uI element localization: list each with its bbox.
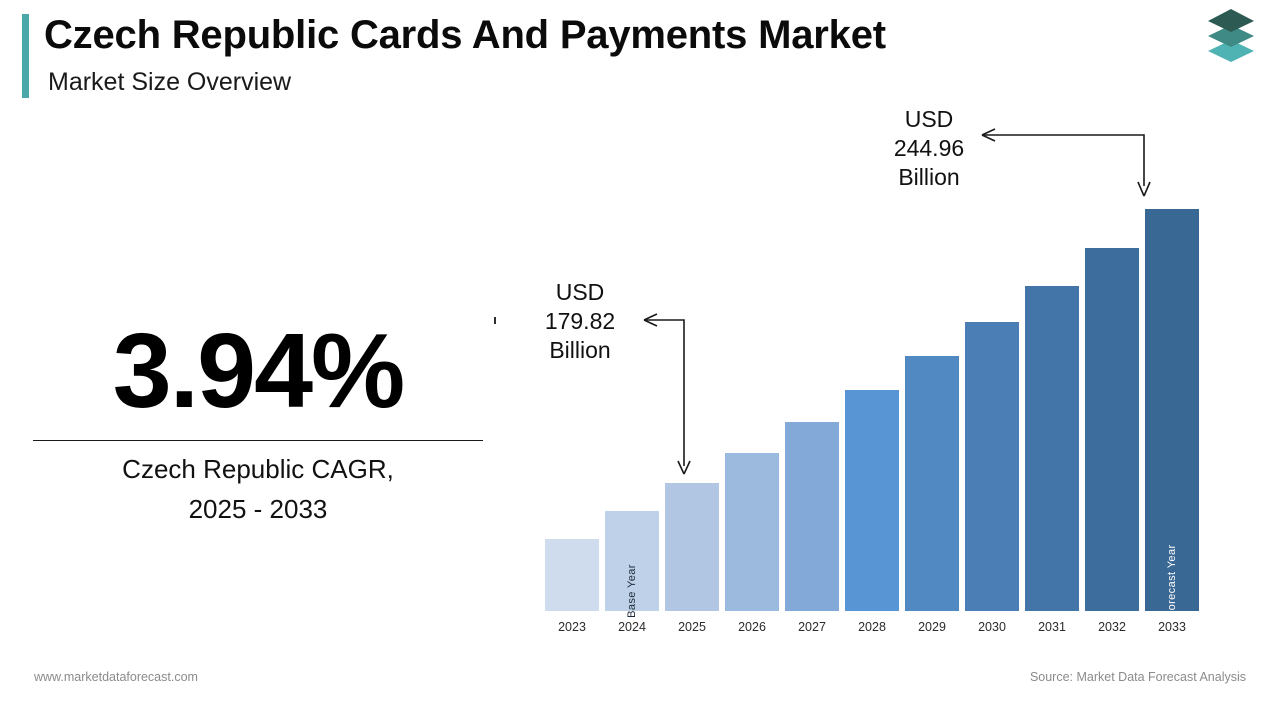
- x-label-2030: 2030: [978, 620, 1006, 634]
- callout-forecast-line1: USD: [904, 106, 954, 132]
- x-label-2023: 2023: [558, 620, 586, 634]
- bar-2029: [905, 356, 959, 611]
- page-subtitle: Market Size Overview: [48, 68, 292, 96]
- bar-2031: [1025, 285, 1079, 611]
- bar-2025: [665, 482, 719, 611]
- cagr-block: 3.94% Czech Republic CAGR, 2025 - 2033: [33, 318, 483, 530]
- cagr-label: Czech Republic CAGR, 2025 - 2033: [33, 449, 483, 530]
- bar-2033: Forecast Year: [1145, 209, 1199, 618]
- page-title: Czech Republic Cards And Payments Market: [44, 13, 886, 57]
- x-label-2033: 2033: [1158, 620, 1186, 634]
- x-label-2029: 2029: [918, 620, 946, 634]
- callout-forecast-year: USD 244.96 Billion: [876, 105, 982, 193]
- bar-2027: [785, 421, 839, 611]
- bar-2030: [965, 321, 1019, 611]
- bar-2026: [725, 452, 779, 611]
- footer-website[interactable]: www.marketdataforecast.com: [34, 670, 198, 684]
- title-accent-bar: [22, 14, 29, 98]
- bar-2023: [545, 539, 599, 611]
- x-label-2027: 2027: [798, 620, 826, 634]
- callout-base-line2: 179.82: [544, 308, 616, 335]
- x-label-2026: 2026: [738, 620, 766, 634]
- callout-forecast-line3: Billion: [898, 164, 960, 191]
- cagr-value: 3.94%: [112, 312, 406, 430]
- x-label-2024: 2024: [618, 620, 646, 634]
- cagr-label-line1: Czech Republic CAGR,: [122, 454, 394, 484]
- callout-base-line1: USD: [555, 279, 605, 305]
- cagr-label-line2: 2025 - 2033: [188, 494, 328, 525]
- footer-source: Source: Market Data Forecast Analysis: [1029, 670, 1246, 684]
- x-label-2025: 2025: [678, 620, 706, 634]
- stray-mark: [494, 317, 496, 324]
- bar-2024: Base Year: [605, 511, 659, 618]
- callout-base-year: USD 179.82 Billion: [528, 278, 632, 366]
- callout-base-line3: Billion: [549, 337, 611, 364]
- x-label-2032: 2032: [1098, 620, 1126, 634]
- x-label-2028: 2028: [858, 620, 886, 634]
- bar-2028: [845, 389, 899, 611]
- bar-2032: [1085, 248, 1139, 611]
- x-label-2031: 2031: [1038, 620, 1066, 634]
- stacked-layers-logo: [1200, 6, 1262, 64]
- callout-forecast-line2: 244.96: [893, 135, 965, 162]
- cagr-divider: [33, 440, 483, 441]
